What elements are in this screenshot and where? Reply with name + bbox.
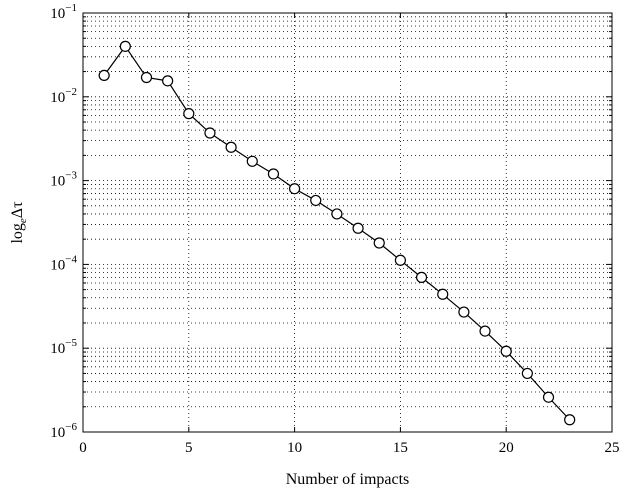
y-axis-label-symbol: Δτ: [9, 201, 26, 218]
axes-box: [82, 12, 613, 433]
data-point: [162, 75, 174, 87]
data-point: [140, 71, 153, 84]
x-tick-label: 0: [79, 440, 87, 456]
data-point: [521, 367, 533, 380]
y-axis-label-subscript: e: [17, 218, 29, 223]
y-tick-label: 10−2: [50, 86, 77, 106]
x-tick-label: 5: [185, 440, 193, 456]
ticks: [82, 12, 613, 433]
grid: [83, 13, 612, 432]
x-tick-label: 10: [287, 440, 302, 456]
data-point: [267, 168, 280, 180]
data-point: [289, 183, 301, 195]
y-tick-label: 10−3: [50, 170, 77, 190]
data-point: [246, 155, 258, 167]
x-tick-label: 20: [499, 440, 514, 456]
data-point: [352, 222, 364, 234]
data-point: [458, 306, 470, 318]
data-point: [331, 208, 343, 220]
tick-labels: 0 5 10 15 20 25 10−6 10−5 10−4 10−3 10−2 10−1: [50, 2, 619, 456]
data-point: [225, 141, 237, 153]
data-point: [119, 40, 131, 52]
x-axis-label: Number of impacts: [286, 471, 410, 488]
data-point: [373, 237, 385, 249]
series-group: [98, 40, 576, 426]
data-point: [437, 288, 449, 300]
data-point: [500, 345, 512, 357]
y-tick-label: 10−5: [50, 337, 77, 357]
data-point: [415, 271, 428, 283]
x-tick-label: 15: [393, 440, 408, 456]
data-point: [204, 127, 216, 139]
data-point: [310, 194, 322, 207]
x-tick-label: 25: [605, 440, 620, 456]
data-point: [98, 69, 110, 82]
y-tick-label: 10−1: [50, 2, 77, 22]
y-axis-label-prefix: log: [9, 223, 26, 243]
data-point: [542, 391, 555, 403]
y-axis-label: logeΔτ: [9, 201, 29, 244]
data-point: [564, 414, 576, 426]
y-tick-label: 10−6: [50, 421, 77, 441]
data-point: [183, 108, 195, 120]
data-point: [394, 254, 406, 266]
y-tick-label: 10−4: [50, 253, 77, 273]
data-point: [479, 325, 491, 337]
